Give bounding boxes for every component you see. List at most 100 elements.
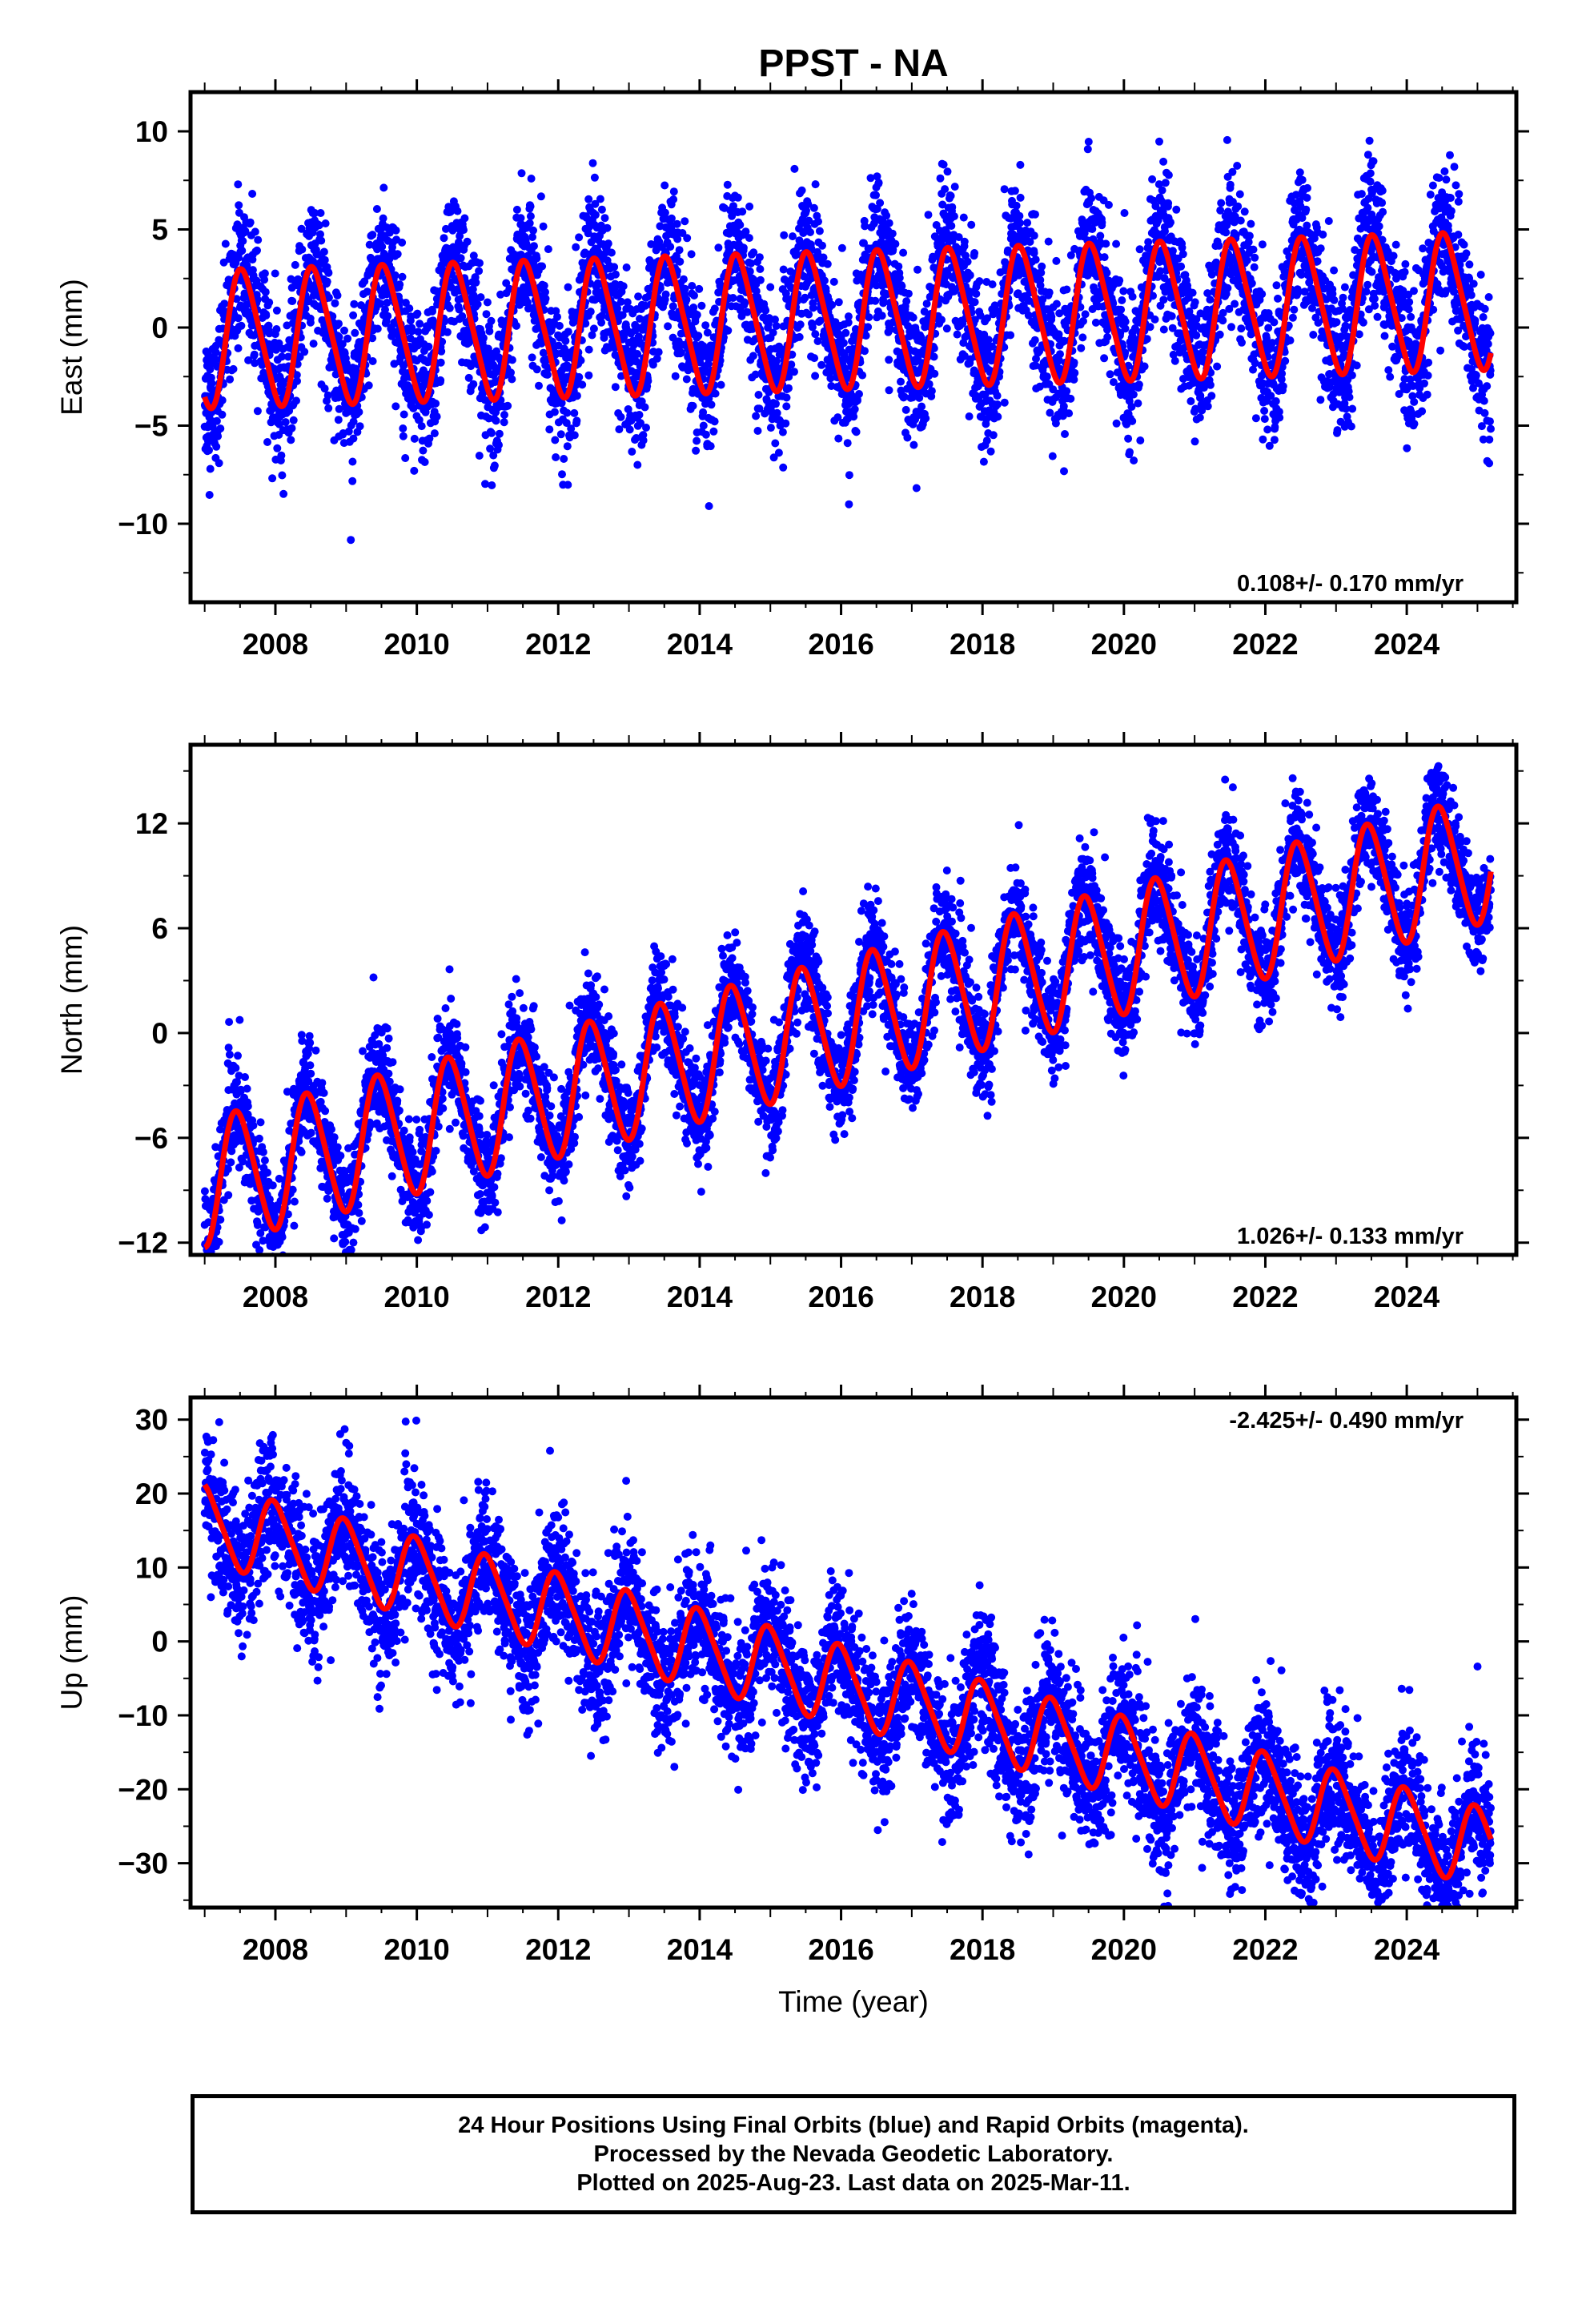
data-point <box>1222 228 1231 237</box>
data-point <box>445 304 454 312</box>
data-point <box>627 416 636 425</box>
data-point <box>1121 317 1130 326</box>
data-point <box>309 340 318 348</box>
data-point <box>1155 137 1163 146</box>
data-point <box>487 316 496 325</box>
data-point <box>293 376 301 385</box>
data-point <box>717 380 725 389</box>
data-point <box>1096 231 1105 240</box>
data-point <box>1281 356 1290 365</box>
data-point <box>349 417 358 426</box>
data-point <box>292 371 301 380</box>
data-point <box>543 370 552 379</box>
data-point <box>1065 409 1074 418</box>
data-point <box>640 403 649 412</box>
data-point <box>882 211 891 220</box>
data-point <box>351 328 359 337</box>
data-point <box>1207 392 1216 400</box>
data-point <box>872 191 880 199</box>
data-point <box>1130 456 1138 464</box>
data-point <box>355 422 364 431</box>
data-point <box>688 282 697 290</box>
data-point <box>697 301 706 310</box>
data-point <box>483 298 492 307</box>
data-point <box>1000 185 1009 194</box>
data-point <box>584 229 592 238</box>
data-point <box>953 330 962 339</box>
data-point <box>1148 175 1157 183</box>
data-point <box>570 408 579 417</box>
data-point <box>355 408 363 416</box>
data-point <box>272 325 281 333</box>
data-point <box>539 222 548 231</box>
data-point <box>1164 199 1173 207</box>
data-point <box>817 360 826 369</box>
data-point <box>261 287 270 296</box>
data-point <box>425 434 434 443</box>
data-point <box>481 480 489 489</box>
data-point <box>1270 436 1279 444</box>
data-point <box>724 326 733 335</box>
data-point <box>529 226 537 235</box>
data-point <box>237 321 246 330</box>
data-point <box>633 460 642 469</box>
data-point <box>633 350 642 358</box>
data-point <box>1012 201 1021 210</box>
data-point <box>634 292 643 301</box>
data-point <box>476 293 485 302</box>
data-point <box>891 239 900 248</box>
data-point <box>689 401 697 410</box>
data-point <box>232 295 241 304</box>
data-point <box>959 213 968 222</box>
data-point <box>755 404 764 413</box>
data-point <box>1100 253 1109 262</box>
data-point <box>950 183 959 191</box>
data-point <box>338 340 347 348</box>
data-point <box>492 416 500 425</box>
data-point <box>669 302 677 311</box>
data-point <box>975 277 984 286</box>
data-point <box>705 502 713 510</box>
data-point <box>383 312 392 320</box>
data-point <box>755 253 764 262</box>
data-point <box>834 298 843 307</box>
data-point <box>473 300 482 308</box>
data-point <box>278 352 287 361</box>
data-point <box>904 289 913 298</box>
data-point <box>469 380 478 388</box>
data-point <box>348 457 357 466</box>
data-point <box>295 352 304 361</box>
data-point <box>874 179 883 187</box>
data-point <box>642 424 650 432</box>
data-point <box>234 180 243 189</box>
data-point <box>504 401 512 410</box>
data-point <box>581 320 590 328</box>
data-point <box>895 274 904 282</box>
data-point <box>324 268 333 277</box>
data-point <box>561 336 570 345</box>
data-point <box>1030 336 1039 344</box>
data-point <box>695 284 704 293</box>
data-point <box>399 424 408 432</box>
data-point <box>1236 216 1245 225</box>
data-point <box>526 202 535 211</box>
data-point <box>648 360 657 369</box>
data-point <box>323 277 331 286</box>
data-point <box>1031 255 1040 264</box>
data-point <box>782 402 791 411</box>
data-point <box>888 229 897 238</box>
data-point <box>710 304 719 313</box>
data-point <box>383 290 391 299</box>
data-point <box>1112 239 1121 248</box>
data-point <box>1159 296 1168 304</box>
data-point <box>417 422 426 431</box>
data-point <box>333 291 342 300</box>
data-point <box>948 203 957 211</box>
data-point <box>420 458 429 466</box>
data-point <box>747 259 755 267</box>
data-point <box>275 420 283 428</box>
data-point <box>839 339 848 348</box>
data-point <box>778 428 787 436</box>
data-point <box>1258 240 1267 249</box>
data-point <box>292 396 300 405</box>
